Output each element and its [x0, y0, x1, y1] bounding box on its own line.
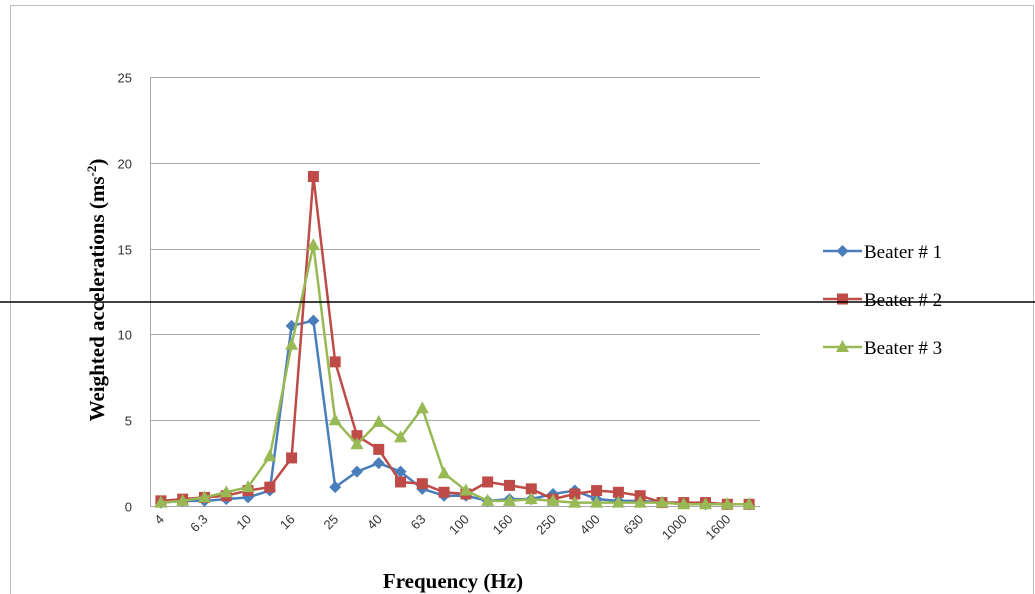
chart-frame	[10, 5, 1034, 594]
x-tick-label: 63	[408, 512, 429, 533]
data-point	[546, 493, 560, 506]
y-axis-title-superscript: -2	[84, 166, 99, 177]
x-tick-label: 40	[364, 512, 385, 533]
data-point	[197, 490, 211, 503]
data-point	[306, 238, 320, 251]
x-tick-label: 250	[533, 512, 559, 538]
data-point	[372, 414, 386, 427]
data-point	[524, 492, 538, 505]
y-tick-label: 20	[118, 157, 132, 172]
data-point	[502, 493, 516, 506]
data-point	[720, 497, 734, 510]
y-tick-label: 10	[118, 328, 132, 343]
data-point	[655, 495, 669, 508]
y-axis-title: Weighted accelerations (ms-2)	[84, 159, 109, 422]
data-point	[415, 401, 429, 414]
legend-label: Beater # 1	[864, 242, 942, 263]
legend-item: Beater # 2	[823, 290, 942, 311]
data-point	[438, 486, 450, 498]
data-point	[176, 493, 190, 506]
series-line	[160, 175, 750, 506]
series-layer	[154, 171, 756, 511]
data-point	[416, 478, 428, 490]
legend-marker	[836, 340, 849, 352]
data-point	[286, 452, 298, 464]
series-3	[154, 238, 756, 510]
data-point	[372, 457, 385, 470]
x-tick-label: 400	[577, 512, 603, 538]
data-point	[307, 314, 320, 327]
series-line	[160, 319, 750, 506]
legend-label: Beater # 2	[864, 290, 942, 311]
x-tick-label: 160	[490, 512, 516, 538]
data-point	[591, 485, 603, 497]
data-point	[264, 481, 276, 493]
y-tick-label: 0	[125, 500, 132, 515]
data-point	[525, 483, 537, 495]
data-point	[395, 476, 407, 488]
data-point	[285, 337, 299, 350]
data-point	[154, 495, 168, 508]
data-point	[742, 497, 756, 510]
y-tick-label: 5	[125, 414, 132, 429]
data-point	[351, 430, 363, 442]
legend-label: Beater # 3	[864, 338, 942, 359]
data-point	[568, 495, 582, 508]
data-point	[503, 479, 515, 491]
x-tick-label: 16	[277, 512, 298, 533]
data-point	[699, 497, 713, 510]
x-tick-label: 100	[446, 512, 472, 538]
data-point	[329, 481, 342, 494]
series-line	[160, 243, 750, 506]
x-tick-label: 10	[233, 512, 254, 533]
data-point	[350, 437, 364, 450]
data-point	[590, 495, 604, 508]
legend-marker	[836, 245, 849, 257]
y-tick-labels: 0 5 10 15 20 25	[118, 71, 132, 515]
y-tick-label: 15	[118, 243, 132, 258]
series-2	[155, 171, 755, 510]
data-point	[241, 480, 255, 493]
data-point	[459, 483, 473, 496]
y-tick-label: 25	[118, 71, 132, 86]
grid-layer	[150, 77, 760, 507]
legend-item: Beater # 3	[823, 338, 942, 359]
x-axis-title: Frequency (Hz)	[383, 569, 523, 593]
data-point	[328, 413, 342, 426]
data-point	[307, 171, 319, 183]
data-point	[219, 485, 233, 498]
data-point	[373, 443, 385, 455]
x-tick-label: 25	[320, 512, 341, 533]
y-axis-title-end: )	[85, 159, 109, 166]
y-axis-title-main: Weighted accelerations (ms	[85, 176, 109, 421]
x-tick-labels: 4 6.3 10 16 25 40 63 100 160 250 400 630 1000 1600	[151, 512, 733, 543]
data-point	[677, 497, 691, 510]
data-point	[569, 488, 581, 500]
data-point	[482, 476, 494, 488]
data-point	[612, 486, 624, 498]
x-tick-label: 4	[151, 512, 167, 528]
data-point	[394, 430, 408, 443]
data-point	[263, 449, 277, 462]
legend-item: Beater # 1	[823, 242, 942, 263]
data-point	[329, 356, 341, 368]
data-point	[481, 493, 495, 506]
data-point	[633, 495, 647, 508]
data-point	[611, 495, 625, 508]
x-tick-label: 6.3	[187, 512, 210, 535]
data-point	[394, 465, 407, 478]
x-tick-label: 1600	[702, 512, 733, 543]
x-tick-label: 1000	[659, 512, 690, 543]
legend-marker	[837, 293, 848, 305]
legend: Beater # 1 Beater # 2 Beater # 3	[823, 242, 942, 359]
data-point	[437, 466, 451, 479]
x-tick-label: 630	[620, 512, 646, 538]
data-point	[350, 465, 363, 478]
